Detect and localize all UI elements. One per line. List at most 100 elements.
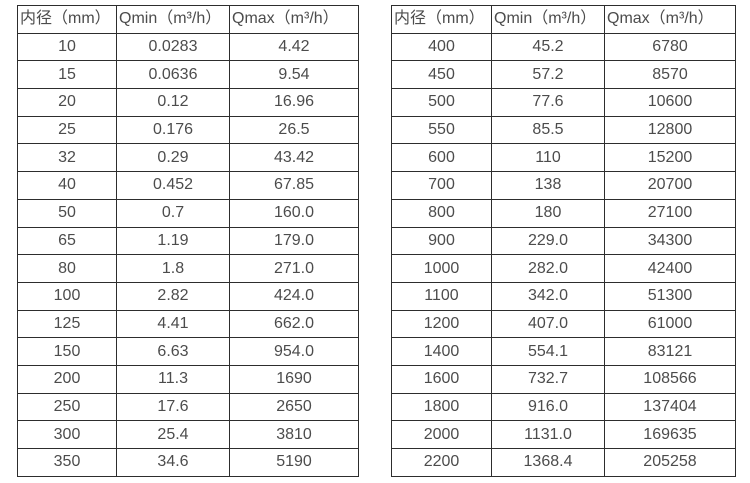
cell-qmin: 1131.0 (491, 420, 605, 449)
table-row: 1400 554.1 83121 (391, 337, 736, 366)
cell-qmax: 1690 (229, 364, 359, 394)
cell-qmin: 25.4 (116, 420, 230, 449)
cell-qmax: 169635 (604, 420, 736, 449)
header-diameter: 内径（mm） (17, 5, 117, 34)
cell-qmin: 732.7 (491, 364, 605, 394)
cell-diameter: 40 (17, 171, 117, 200)
table-row: 1000 282.0 42400 (391, 254, 736, 283)
table-header: 内径（mm） Qmin（m³/h） Qmax（m³/h） (17, 5, 359, 34)
table-row: 300 25.4 3810 (17, 420, 359, 449)
cell-qmax: 3810 (229, 420, 359, 449)
cell-qmin: 229.0 (491, 226, 605, 256)
cell-qmin: 11.3 (116, 364, 230, 394)
table-row: 40 0.452 67.85 (17, 171, 359, 200)
cell-qmin: 342.0 (491, 281, 605, 311)
cell-qmax: 26.5 (229, 115, 359, 145)
cell-diameter: 450 (391, 60, 492, 90)
cell-diameter: 300 (17, 420, 117, 449)
cell-qmin: 1.8 (116, 254, 230, 283)
flow-table-small-diameters: 内径（mm） Qmin（m³/h） Qmax（m³/h） 10 0.0283 4.4… (17, 5, 359, 477)
cell-diameter: 2200 (391, 448, 492, 477)
header-qmin: Qmin（m³/h） (116, 5, 230, 34)
cell-qmin: 45.2 (491, 32, 605, 62)
table-row: 250 17.6 2650 (17, 392, 359, 422)
cell-qmax: 6780 (604, 32, 736, 62)
cell-diameter: 200 (17, 364, 117, 394)
cell-diameter: 65 (17, 226, 117, 256)
cell-qmax: 4.42 (229, 32, 359, 62)
cell-qmax: 20700 (604, 171, 736, 200)
cell-qmin: 2.82 (116, 281, 230, 311)
cell-diameter: 50 (17, 198, 117, 228)
table-row: 125 4.41 662.0 (17, 309, 359, 339)
cell-qmin: 34.6 (116, 448, 230, 477)
cell-qmin: 282.0 (491, 254, 605, 283)
table-row: 500 77.6 10600 (391, 88, 736, 117)
cell-qmax: 205258 (604, 448, 736, 477)
table-row: 20 0.12 16.96 (17, 88, 359, 117)
table-body: 10 0.0283 4.42 15 0.0636 9.54 20 0.12 16.96 25… (17, 32, 359, 477)
cell-qmax: 51300 (604, 281, 736, 311)
cell-qmax: 34300 (604, 226, 736, 256)
cell-qmax: 16.96 (229, 88, 359, 117)
cell-qmin: 407.0 (491, 309, 605, 339)
header-qmax: Qmax（m³/h） (229, 5, 359, 34)
cell-qmin: 0.7 (116, 198, 230, 228)
cell-qmax: 424.0 (229, 281, 359, 311)
cell-qmin: 554.1 (491, 337, 605, 366)
cell-qmin: 4.41 (116, 309, 230, 339)
cell-diameter: 10 (17, 32, 117, 62)
cell-qmax: 137404 (604, 392, 736, 422)
cell-diameter: 100 (17, 281, 117, 311)
cell-diameter: 400 (391, 32, 492, 62)
cell-diameter: 600 (391, 143, 492, 173)
cell-diameter: 2000 (391, 420, 492, 449)
table-row: 1100 342.0 51300 (391, 281, 736, 311)
table-row: 400 45.2 6780 (391, 32, 736, 62)
table-row: 550 85.5 12800 (391, 115, 736, 145)
table-row: 900 229.0 34300 (391, 226, 736, 256)
cell-diameter: 350 (17, 448, 117, 477)
cell-qmax: 42400 (604, 254, 736, 283)
cell-qmin: 138 (491, 171, 605, 200)
cell-qmin: 0.29 (116, 143, 230, 173)
cell-diameter: 20 (17, 88, 117, 117)
cell-diameter: 1600 (391, 364, 492, 394)
header-row: 内径（mm） Qmin（m³/h） Qmax（m³/h） (17, 5, 359, 34)
cell-qmin: 0.452 (116, 171, 230, 200)
table-row: 700 138 20700 (391, 171, 736, 200)
cell-diameter: 32 (17, 143, 117, 173)
cell-qmin: 85.5 (491, 115, 605, 145)
cell-qmax: 43.42 (229, 143, 359, 173)
cell-diameter: 800 (391, 198, 492, 228)
cell-diameter: 1200 (391, 309, 492, 339)
cell-qmin: 1.19 (116, 226, 230, 256)
cell-diameter: 250 (17, 392, 117, 422)
cell-qmax: 83121 (604, 337, 736, 366)
table-row: 1200 407.0 61000 (391, 309, 736, 339)
table-row: 50 0.7 160.0 (17, 198, 359, 228)
cell-qmin: 6.63 (116, 337, 230, 366)
cell-qmin: 77.6 (491, 88, 605, 117)
cell-qmax: 271.0 (229, 254, 359, 283)
table-row: 25 0.176 26.5 (17, 115, 359, 145)
table-row: 600 110 15200 (391, 143, 736, 173)
table-row: 2200 1368.4 205258 (391, 448, 736, 477)
cell-diameter: 500 (391, 88, 492, 117)
table-row: 800 180 27100 (391, 198, 736, 228)
table-row: 32 0.29 43.42 (17, 143, 359, 173)
header-row: 内径（mm） Qmin（m³/h） Qmax（m³/h） (391, 5, 736, 34)
table-row: 150 6.63 954.0 (17, 337, 359, 366)
cell-diameter: 1100 (391, 281, 492, 311)
cell-qmax: 5190 (229, 448, 359, 477)
cell-qmin: 180 (491, 198, 605, 228)
table-body: 400 45.2 6780 450 57.2 8570 500 77.6 10600 550… (391, 32, 736, 477)
cell-qmin: 0.12 (116, 88, 230, 117)
cell-diameter: 550 (391, 115, 492, 145)
cell-qmin: 57.2 (491, 60, 605, 90)
table-row: 2000 1131.0 169635 (391, 420, 736, 449)
cell-qmax: 662.0 (229, 309, 359, 339)
cell-diameter: 80 (17, 254, 117, 283)
cell-qmin: 110 (491, 143, 605, 173)
header-qmin: Qmin（m³/h） (491, 5, 605, 34)
